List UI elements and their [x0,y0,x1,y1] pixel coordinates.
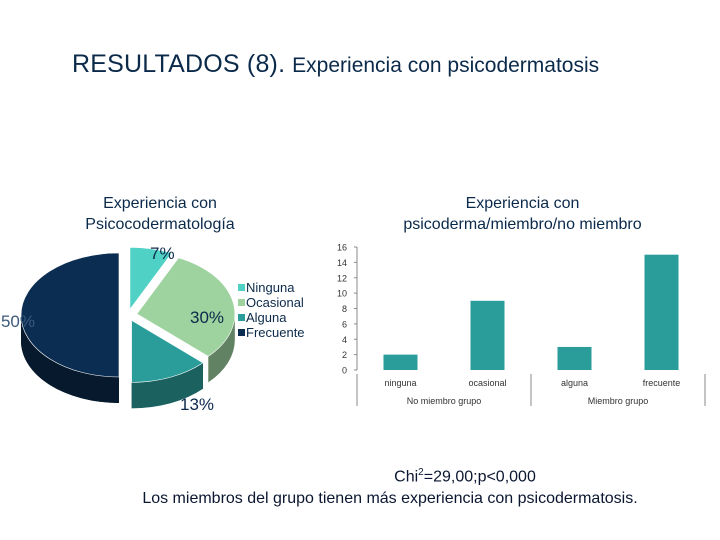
slide-title: RESULTADOS (8). Experiencia con psicoder… [72,50,599,79]
pie-slice-ocasional [136,257,236,357]
bar-ocasional [470,300,505,370]
legend-label-alguna: Alguna [246,310,287,325]
legend-label-ocasional: Ocasional [246,295,304,310]
footer: Chi2=29,00;p<0,000 Los miembros del grup… [60,462,720,510]
legend-item-frecuente: Frecuente [238,325,305,340]
y-tick-label: 4 [342,335,347,345]
pie-legend: Ninguna Ocasional Alguna Frecuente [238,280,305,340]
pie-title-line2: Psicocodermatología [85,216,235,233]
pie-label-alguna: 13% [180,395,215,414]
slide-title-main: RESULTADOS (8). [72,50,286,78]
x-tick-label-ocasional: ocasional [468,378,506,388]
pie-chart [20,246,236,409]
pie-label-ocasional: 30% [190,308,225,327]
pie-slice-ninguna [129,246,173,311]
stat-rest: =29,00;p<0,000 [423,468,536,486]
conclusion-text: Los miembros del grupo tienen más experi… [142,490,638,508]
pie-label-ninguna: 7% [150,244,175,263]
x-tick-label-frecuente: frecuente [643,378,681,388]
legend-label-ninguna: Ninguna [246,280,295,295]
stat-prefix: Chi [394,468,419,486]
bar-title-line1: Experiencia con [465,195,580,212]
y-tick-label: 2 [342,350,347,360]
pie-chart-title: Experiencia con Psicocodermatología [60,193,260,235]
pie-label-frecuente: 50% [0,312,35,331]
x-tick-label-ninguna: ninguna [384,378,416,388]
y-tick-label: 16 [337,243,347,253]
y-tick-label: 14 [337,258,347,268]
pie-rim-frecuente [21,315,119,403]
pie-slice-frecuente [20,252,120,378]
pie-slice-alguna [131,319,204,383]
legend-swatch-frecuente [238,329,245,336]
legend-swatch-ocasional [238,299,245,306]
y-tick-label: 12 [337,273,347,283]
y-tick-label: 0 [342,366,347,376]
y-tick-label: 6 [342,319,347,329]
legend-item-ninguna: Ninguna [238,280,305,295]
bar-ninguna [383,354,418,370]
legend-swatch-ninguna [238,284,245,291]
y-tick-label: 10 [337,289,347,299]
group-label-0: No miembro grupo [407,396,482,406]
pie-side-alguna [131,362,204,409]
bar-title-line2: psicoderma/miembro/no miembro [403,216,642,233]
bar-chart: 0 2 4 6 8 10 12 14 16 ninguna ocasional alguna frecu… [337,243,706,406]
legend-swatch-alguna [238,314,245,321]
stat-result: Chi2=29,00;p<0,000 [60,462,720,488]
bar-frecuente [644,254,679,370]
group-label-1: Miembro grupo [588,396,649,406]
y-tick-label: 8 [342,304,347,314]
stat-sup: 2 [418,467,424,478]
slide-title-sub: Experiencia con psicodermatosis [292,54,600,77]
legend-label-frecuente: Frecuente [246,325,305,340]
x-tick-label-alguna: alguna [561,378,588,388]
pie-title-line1: Experiencia con [103,195,217,212]
pie-side-ocasional [208,313,235,383]
bar-alguna [557,346,592,370]
bar-chart-title: Experiencia con psicoderma/miembro/no mi… [350,193,695,235]
legend-item-ocasional: Ocasional [238,295,305,310]
legend-item-alguna: Alguna [238,310,305,325]
